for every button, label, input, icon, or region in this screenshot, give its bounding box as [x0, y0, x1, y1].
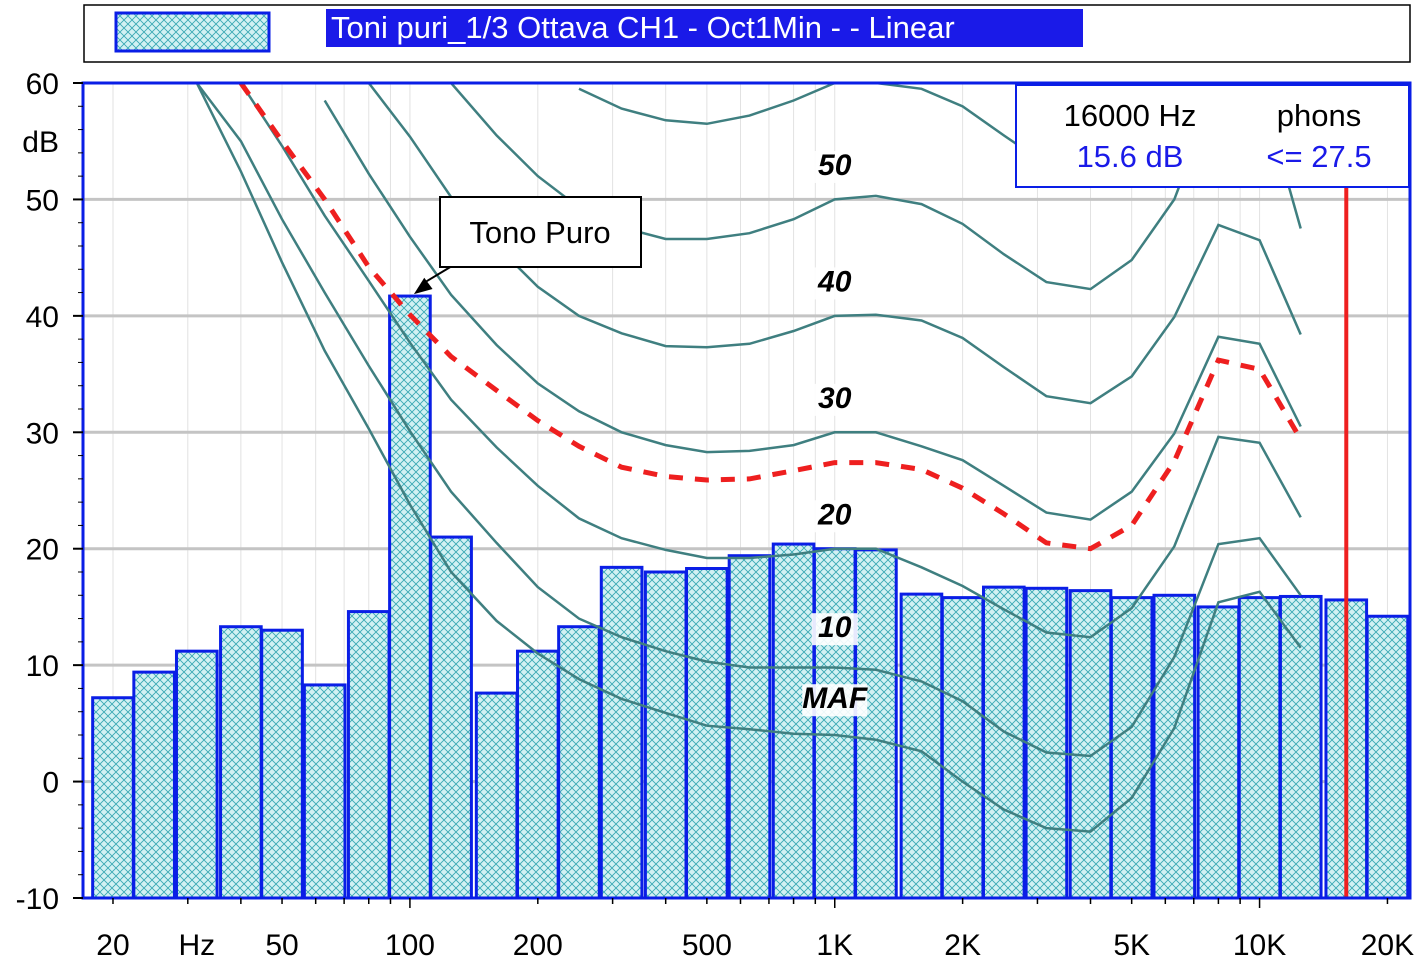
x-tick-label: 20K [1361, 929, 1414, 962]
bar [302, 683, 347, 898]
x-tick-label: 200 [513, 929, 563, 962]
x-tick-label: 20 [96, 929, 129, 962]
y-tick-label: 50 [26, 184, 59, 217]
y-tick-label: -10 [16, 883, 59, 916]
isophon-curve [195, 83, 1302, 833]
y-tick-label: 30 [26, 417, 59, 450]
curve-labels: MAF 10 20 30 40 50 [802, 149, 868, 717]
bar [474, 691, 519, 898]
cursor-level: 15.6 dB [1077, 139, 1184, 174]
bar [685, 567, 729, 898]
bar [1278, 594, 1323, 898]
bar [515, 649, 560, 898]
curve-label-bg [811, 150, 858, 183]
isophon-curve [239, 83, 1302, 639]
bar [812, 547, 857, 898]
annotation-arrowhead [413, 277, 433, 295]
annotation-arrow [421, 265, 453, 285]
bar [854, 548, 898, 898]
bar [981, 585, 1026, 898]
x-tick-label: 100 [385, 929, 435, 962]
legend: Toni puri_1/3 Ottava CH1 - Oct1Min - - L… [83, 4, 1411, 63]
threshold-curve [238, 83, 1303, 552]
bar [174, 649, 219, 898]
y-unit-label: dB [22, 126, 59, 159]
bar [219, 625, 263, 898]
y-tick-label: 0 [42, 767, 59, 800]
bar [132, 670, 176, 898]
annotation-text: Tono Puro [469, 215, 610, 250]
curve-label: MAF [802, 682, 868, 715]
plot-frame [81, 81, 1412, 900]
bar [771, 542, 816, 898]
bar [1196, 605, 1241, 898]
legend-swatch [114, 11, 271, 53]
legend-title: Toni puri_1/3 Ottava CH1 - Oct1Min - - L… [331, 10, 955, 45]
curve-label: 30 [818, 382, 852, 415]
curve-label-bg [811, 500, 858, 533]
cursor-frequency: 16000 Hz [1064, 98, 1197, 133]
annotation-callout: Tono Puro [413, 196, 642, 295]
annotation-box [439, 196, 642, 268]
bar [1237, 596, 1282, 898]
bar [940, 596, 985, 898]
bar [429, 535, 473, 898]
bar [346, 610, 391, 898]
curve-label: 10 [818, 611, 852, 644]
y-tick-label: 10 [26, 650, 59, 683]
bar-series [91, 294, 1410, 898]
x-tick-label: 5K [1113, 929, 1150, 962]
curve-label-bg [811, 613, 858, 646]
curve-label-bg [811, 383, 858, 416]
x-tick-label: 50 [265, 929, 298, 962]
isophon-curve [578, 83, 1302, 173]
curve-label-bg [802, 684, 868, 717]
x-tick-label: 500 [682, 929, 732, 962]
y-tick-label: 60 [26, 68, 59, 101]
y-tick-label: 40 [26, 301, 59, 334]
bar [91, 696, 135, 898]
x-tick-label: 2K [944, 929, 981, 962]
bar [1152, 593, 1197, 898]
x-tick-label: 1K [816, 929, 853, 962]
legend-title-bg [326, 9, 1083, 47]
curve-label: 40 [817, 265, 852, 298]
cursor-readout: 16000 Hz phons 15.6 dB <= 27.5 [1015, 84, 1410, 188]
bar [388, 294, 432, 898]
bar [599, 565, 644, 898]
bar [1365, 614, 1410, 898]
axes: -10 0 10 20 30 40 50 60 dB 20 Hz 50 100 200 500 1K 2K 5K 1… [16, 68, 1415, 962]
bar [643, 570, 688, 898]
curve-label: 50 [818, 149, 852, 182]
y-tick-label: 20 [26, 534, 59, 567]
isophon-curve [323, 99, 1302, 521]
cursor-readout-box [1015, 84, 1410, 188]
isophon-curve [195, 83, 1302, 758]
bar [557, 625, 601, 898]
cursor-phons-label: phons [1277, 98, 1361, 133]
x-tick-label: Hz [178, 929, 215, 962]
bar [899, 592, 944, 898]
cursor-phons-value: <= 27.5 [1266, 139, 1371, 174]
x-tick-label: 10K [1233, 929, 1286, 962]
bar [260, 628, 304, 898]
isophon-curve [367, 83, 1302, 405]
curve-label-bg [811, 267, 858, 300]
bar [1109, 596, 1154, 898]
curve-label: 20 [817, 498, 852, 531]
